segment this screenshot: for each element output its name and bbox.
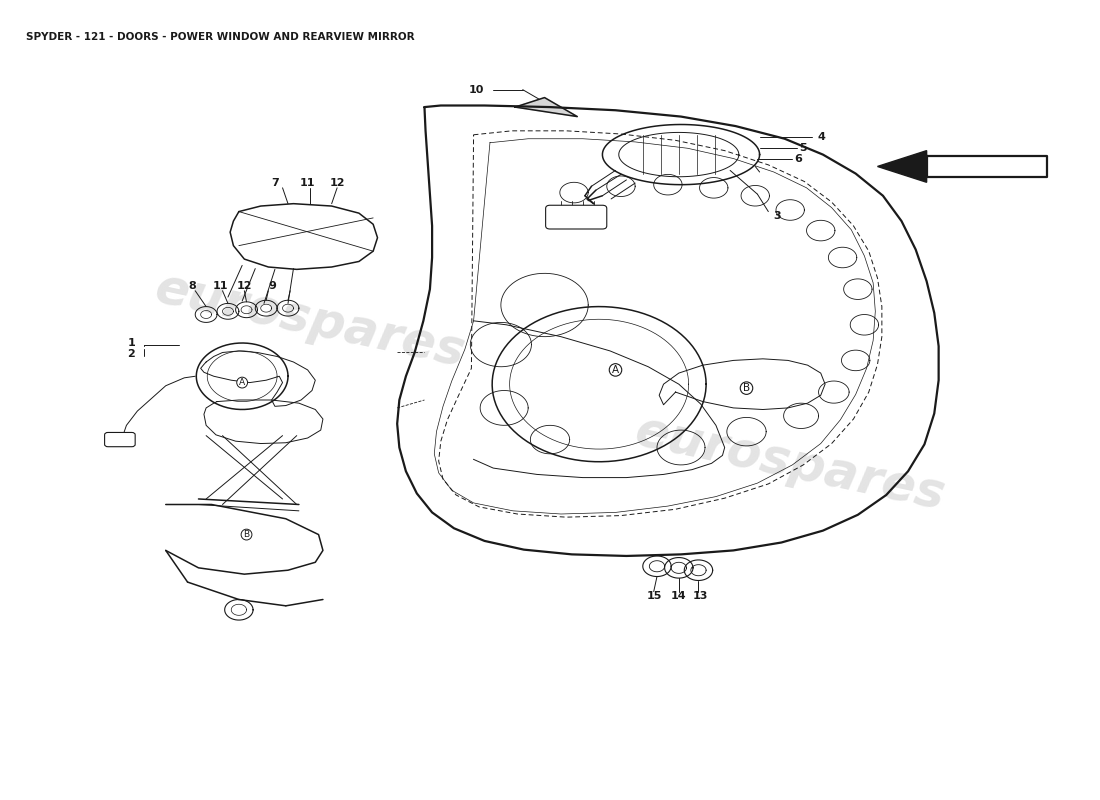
Text: 5: 5 <box>799 143 806 154</box>
Text: 6: 6 <box>794 154 802 164</box>
Text: 1: 1 <box>128 338 135 348</box>
Text: 10: 10 <box>469 85 484 94</box>
Polygon shape <box>878 150 926 182</box>
Polygon shape <box>515 98 578 117</box>
Text: eurospares: eurospares <box>151 265 470 377</box>
Text: 8: 8 <box>188 281 196 291</box>
Text: 3: 3 <box>773 211 781 222</box>
Text: 15: 15 <box>647 591 662 602</box>
FancyBboxPatch shape <box>546 206 607 229</box>
Text: 13: 13 <box>693 591 708 602</box>
Polygon shape <box>878 150 1047 182</box>
Text: 12: 12 <box>236 281 252 291</box>
Text: SPYDER - 121 - DOORS - POWER WINDOW AND REARVIEW MIRROR: SPYDER - 121 - DOORS - POWER WINDOW AND … <box>26 32 415 42</box>
Text: 11: 11 <box>212 281 228 291</box>
Text: 2: 2 <box>128 349 135 359</box>
FancyBboxPatch shape <box>104 433 135 446</box>
Text: 4: 4 <box>817 132 825 142</box>
Text: B: B <box>742 383 750 393</box>
Text: A: A <box>612 365 619 375</box>
Text: 14: 14 <box>671 591 686 602</box>
Text: 11: 11 <box>300 178 316 188</box>
Text: A: A <box>239 378 245 387</box>
Text: 7: 7 <box>271 178 278 188</box>
Text: 12: 12 <box>329 178 345 188</box>
Text: eurospares: eurospares <box>630 407 949 520</box>
Text: 9: 9 <box>268 281 277 291</box>
Text: B: B <box>243 530 250 539</box>
